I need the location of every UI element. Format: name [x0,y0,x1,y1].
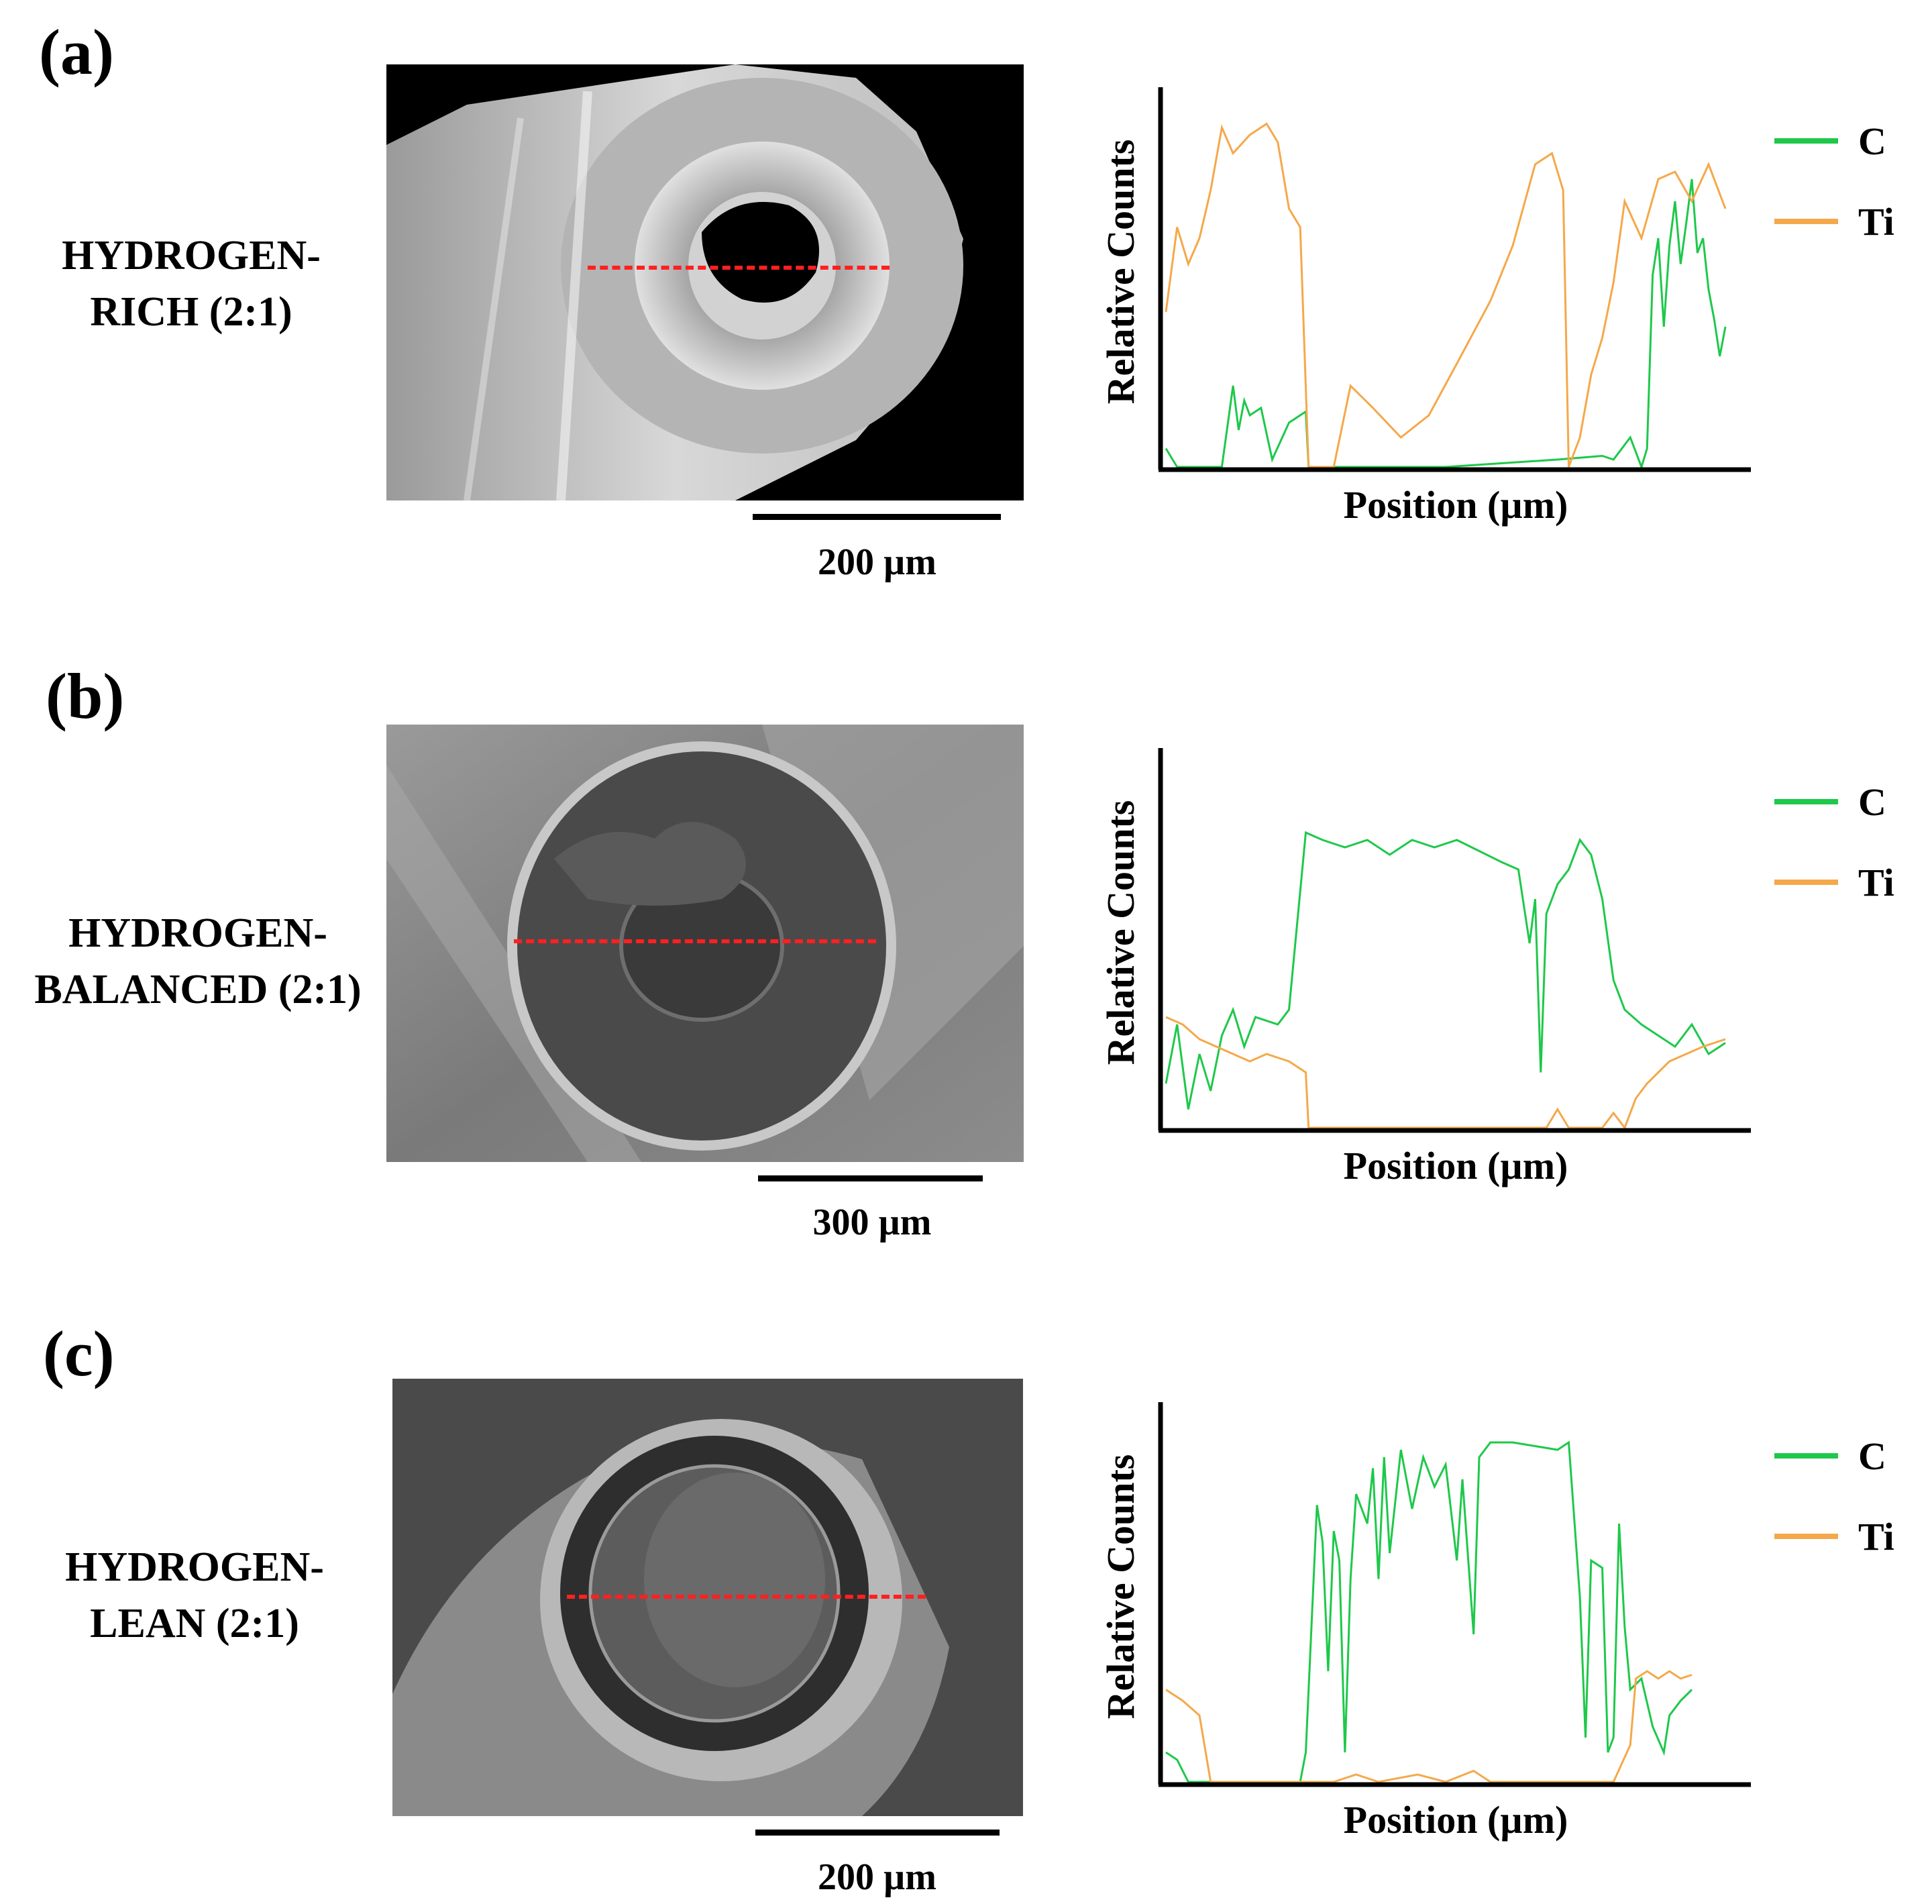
series-line-ti [1165,1670,1693,1783]
scale-bar-a [753,514,1001,520]
x-axis-title: Position (µm) [1344,1144,1568,1187]
condition-label-c: HYDROGEN- LEAN (2:1) [65,1544,324,1646]
series-line-ti [1165,1016,1726,1130]
panel-letter-c: (c) [43,1318,115,1389]
panel-letter-b: (b) [46,660,125,732]
scan-line-b [514,939,876,943]
scale-label-b: 300 µm [812,1202,932,1243]
chart-svg: C Ti Position (µm) Relative Counts [1099,1402,1894,1842]
linescan-plot-b: C Ti Position (µm) Relative Counts [1087,735,1932,1198]
legend-label-c: C [1858,119,1886,163]
series-line-c [1165,1440,1693,1783]
legend-label-ti: Ti [1858,1515,1894,1558]
linescan-plot-a: C Ti Position (µm) Relative Counts [1087,74,1932,537]
series-line-c [1165,831,1726,1110]
condition-label-a: HYDROGEN- RICH (2:1) [62,233,321,335]
scan-line-c [567,1595,926,1599]
linescan-plot-c: C Ti Position (µm) Relative Counts [1087,1389,1932,1852]
scale-bar-c [755,1830,1000,1836]
x-axis-title: Position (µm) [1344,483,1568,527]
sem-image-a [386,64,1024,500]
legend-label-c: C [1858,780,1886,824]
series-line-ti [1165,122,1727,468]
condition-label-b: HYDROGEN- BALANCED (2:1) [34,910,362,1012]
scan-line-a [588,266,890,270]
legend-label-ti: Ti [1858,861,1894,904]
scale-bar-b [758,1175,983,1181]
x-axis-title: Position (µm) [1344,1798,1568,1842]
legend-label-c: C [1858,1434,1886,1478]
series-line-c [1165,178,1727,470]
panel-letter-a: (a) [39,16,114,88]
sem-image-b [386,725,1024,1162]
legend-label-ti: Ti [1858,200,1894,244]
scale-label-a: 200 µm [818,541,936,583]
scale-label-c: 200 µm [818,1856,936,1898]
y-axis-title: Relative Counts [1099,140,1142,405]
y-axis-title: Relative Counts [1099,1455,1142,1720]
y-axis-title: Relative Counts [1099,800,1142,1065]
chart-svg: C Ti Position (µm) Relative Counts [1099,748,1894,1187]
chart-svg: C Ti Position (µm) Relative Counts [1099,87,1894,527]
sem-image-c [392,1379,1023,1816]
